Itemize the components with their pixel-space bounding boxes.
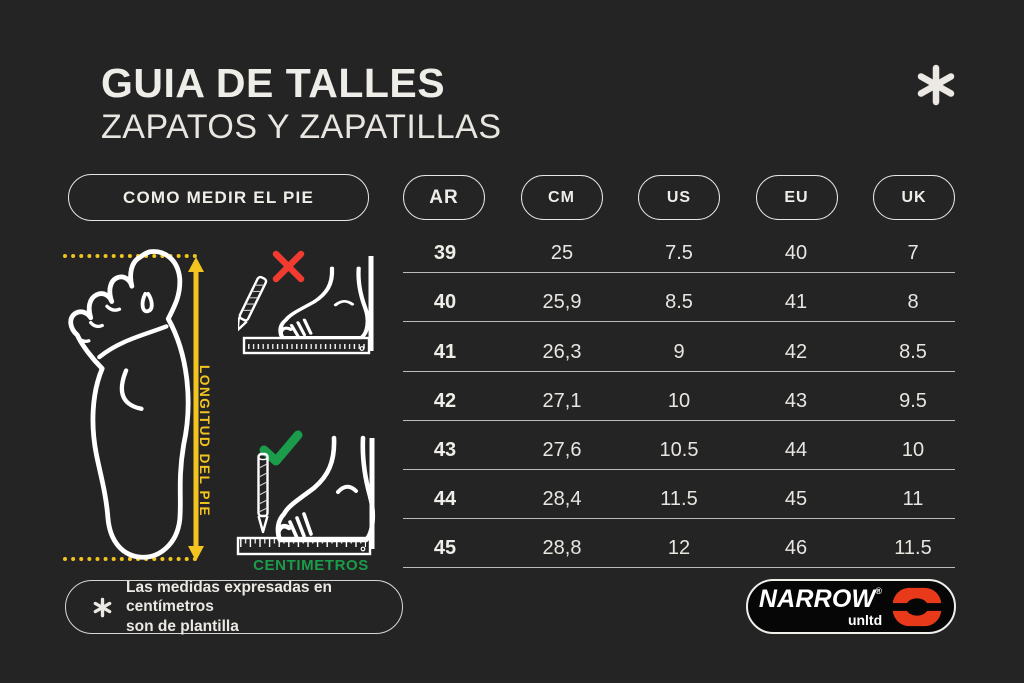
table-cell: 10.5	[659, 438, 699, 461]
measure-dotted-line-top	[63, 254, 197, 258]
table-cell: 28,4	[542, 488, 582, 511]
how-to-measure-button[interactable]: COMO MEDIR EL PIE	[68, 174, 369, 221]
column-header-eu: EU	[755, 175, 838, 220]
table-cell: 12	[667, 537, 691, 560]
table-cell: 9.5	[899, 389, 927, 412]
table-row: 44 28,4 11.5 45 11	[403, 470, 955, 520]
asterisk-icon	[914, 64, 958, 111]
table-cell: 11.5	[894, 537, 932, 560]
table-cell: 11.5	[660, 488, 698, 511]
centimeters-label: CENTIMETROS	[253, 557, 369, 574]
table-cell: 26,3	[542, 340, 582, 363]
table-cell: 27,1	[542, 389, 582, 412]
table-row: 39 25 7.5 40 7	[403, 224, 955, 274]
measure-dotted-line-bottom	[63, 557, 197, 561]
table-cell: 42	[784, 340, 808, 363]
ruler-icon	[236, 536, 372, 556]
table-cell: 43	[784, 389, 808, 412]
table-row: 40 25,9 8.5 41 8	[403, 273, 955, 323]
table-cell: 25,9	[542, 291, 582, 314]
column-header-ar: AR	[403, 175, 485, 220]
table-cell: 44	[433, 488, 457, 511]
table-cell: 7	[907, 242, 919, 265]
table-row: 43 27,6 10.5 44 10	[403, 421, 955, 470]
x-mark-icon	[272, 250, 305, 283]
table-cell: 27,6	[542, 438, 582, 461]
table-cell: 8.5	[665, 291, 693, 314]
asterisk-icon	[92, 596, 113, 619]
table-cell: 11	[902, 488, 924, 511]
ruler-icon	[242, 336, 371, 355]
pencil-icon	[257, 452, 269, 534]
table-cell: 10	[667, 389, 691, 412]
table-cell: 42	[433, 389, 457, 412]
size-table: AR CM US EU UK 39 25 7.5 40 7 40 25,9 8.5 41 8 41 26,3 9…	[403, 175, 955, 569]
table-cell: 41	[433, 340, 457, 363]
table-cell: 39	[433, 242, 457, 265]
table-cell: 41	[784, 291, 808, 314]
footnote-text: Las medidas expresadas en centímetros so…	[126, 578, 332, 635]
table-cell: 44	[784, 438, 808, 461]
table-cell: 46	[784, 537, 808, 560]
table-cell: 28,8	[542, 537, 582, 560]
size-table-body: 39 25 7.5 40 7 40 25,9 8.5 41 8 41 26,3 9 42 8.5 42 27,1…	[403, 224, 955, 569]
brand-wordmark: NARROW® unltd	[758, 584, 883, 628]
table-row: 45 28,8 12 46 11.5	[403, 519, 955, 569]
table-cell: 45	[784, 488, 808, 511]
table-cell: 7.5	[665, 242, 693, 265]
foot-length-label: LONGITUD DEL PIE	[197, 364, 212, 518]
brand-logo: NARROW® unltd	[746, 579, 956, 634]
table-cell: 40	[784, 242, 808, 265]
table-cell: 10	[901, 438, 925, 461]
table-cell: 43	[433, 438, 457, 461]
length-arrow-icon	[184, 256, 208, 567]
table-cell: 8.5	[899, 340, 927, 363]
table-cell: 25	[550, 242, 574, 265]
size-table-header-row: AR CM US EU UK	[403, 175, 955, 220]
page-title: GUIA DE TALLES	[101, 60, 446, 106]
column-header-uk: UK	[873, 175, 955, 220]
foot-sole-illustration	[55, 246, 203, 567]
table-cell: 45	[433, 537, 457, 560]
table-cell: 8	[907, 291, 919, 314]
page-subtitle: ZAPATOS Y ZAPATILLAS	[101, 108, 502, 146]
footnote-pill: Las medidas expresadas en centímetros so…	[65, 578, 403, 635]
column-header-cm: CM	[520, 175, 603, 220]
wrong-measurement-illustration	[236, 246, 395, 365]
check-mark-icon	[259, 430, 303, 466]
table-cell: 40	[433, 291, 457, 314]
table-cell: 9	[673, 340, 685, 363]
pencil-icon	[236, 275, 268, 332]
table-row: 42 27,1 10 43 9.5	[403, 372, 955, 421]
correct-measurement-illustration	[230, 426, 394, 563]
brand-o-icon	[891, 585, 944, 629]
column-header-us: US	[638, 175, 720, 220]
table-row: 41 26,3 9 42 8.5	[403, 322, 955, 372]
